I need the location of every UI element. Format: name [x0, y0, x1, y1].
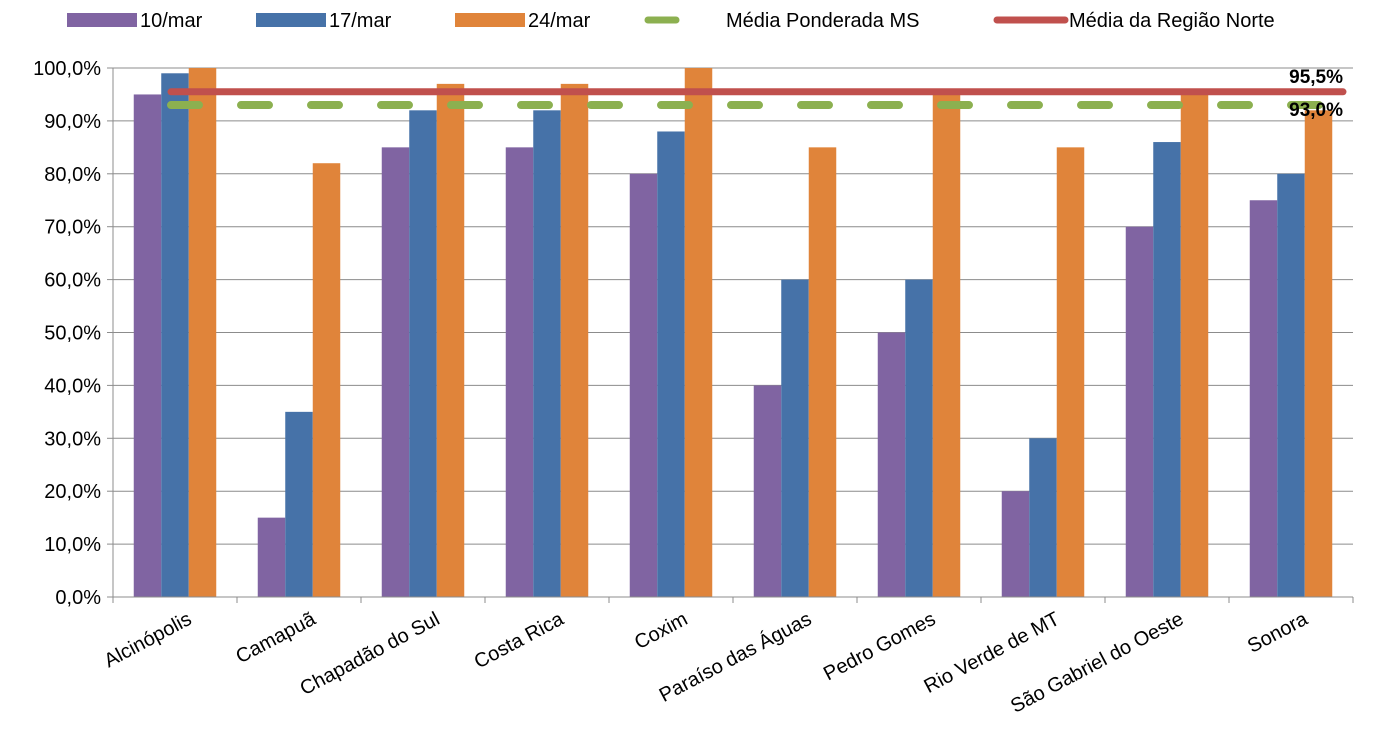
y-tick-label: 10,0%	[44, 534, 101, 556]
reference-lines: 95,5% 93,0%	[167, 67, 1347, 121]
bar	[753, 385, 782, 597]
bar	[1180, 89, 1209, 597]
bar	[781, 279, 809, 597]
bar	[1001, 491, 1030, 597]
y-tick-label: 70,0%	[44, 217, 101, 239]
bar	[1277, 173, 1305, 598]
bar	[257, 517, 286, 597]
y-tick-label: 30,0%	[44, 428, 101, 450]
reference-line-value-label: 95,5%	[1289, 67, 1343, 88]
bar	[1249, 200, 1278, 597]
y-axis-tick-labels: 0,0% 10,0% 20,0% 30,0% 40,0% 50,0% 60,0% 70,0% 8…	[33, 58, 101, 609]
y-tick-label: 20,0%	[44, 481, 101, 503]
x-category-label: Costa Rica	[471, 608, 568, 674]
bar	[1304, 110, 1333, 597]
y-tick-label: 100,0%	[33, 58, 101, 80]
x-category-label: Coxim	[631, 608, 691, 654]
bar	[657, 131, 685, 598]
x-category-label: Alcinópolis	[101, 608, 196, 672]
bar	[1056, 147, 1085, 597]
legend-label: Média da Região Norte	[1069, 10, 1275, 32]
bar	[684, 68, 713, 597]
legend-swatch	[455, 13, 525, 27]
legend-swatch	[256, 13, 326, 27]
bar	[1153, 142, 1181, 597]
bar	[133, 94, 162, 597]
x-category-label: Pedro Gomes	[820, 608, 939, 685]
y-tick-label: 40,0%	[44, 375, 101, 397]
y-tick-label: 90,0%	[44, 111, 101, 133]
chart-legend: 10/mar 17/mar 24/mar Média Ponderada MS Médi…	[67, 10, 1275, 32]
y-tick-label: 50,0%	[44, 323, 101, 345]
bar	[905, 279, 933, 597]
bar	[161, 73, 189, 598]
bar	[533, 110, 561, 597]
y-tick-label: 80,0%	[44, 164, 101, 186]
bar	[932, 89, 961, 597]
x-category-label: Sonora	[1244, 608, 1312, 658]
y-tick-label: 60,0%	[44, 270, 101, 292]
bar	[808, 147, 837, 597]
y-tick-label: 0,0%	[55, 587, 101, 609]
bar	[381, 147, 410, 597]
bar	[312, 163, 341, 597]
bar	[285, 411, 313, 597]
x-category-label: Chapadão do Sul	[297, 608, 444, 700]
axes	[112, 68, 1354, 603]
bar-series	[133, 68, 1333, 598]
legend-label: 24/mar	[528, 10, 591, 32]
bar	[629, 173, 658, 598]
bar	[877, 332, 906, 597]
legend-label: Média Ponderada MS	[726, 10, 919, 32]
bar	[188, 68, 217, 597]
x-category-label: Camapuã	[232, 608, 320, 669]
bar	[1125, 226, 1154, 597]
legend-label: 10/mar	[140, 10, 203, 32]
bar	[505, 147, 534, 597]
reference-line-value-label: 93,0%	[1289, 100, 1343, 121]
bar	[436, 83, 465, 598]
legend-swatch	[67, 13, 137, 27]
bar	[409, 110, 437, 597]
legend-label: 17/mar	[329, 10, 392, 32]
bar	[1029, 438, 1057, 597]
bar	[560, 83, 589, 598]
